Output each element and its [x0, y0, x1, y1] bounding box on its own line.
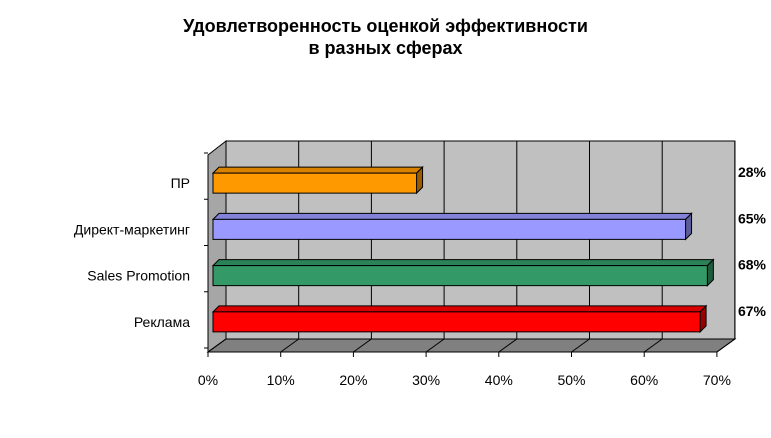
- x-tick-label: 50%: [557, 372, 585, 388]
- chart-title-line-2: в разных сферах: [308, 38, 463, 58]
- category-label: Sales Promotion: [87, 268, 190, 284]
- x-tick-label: 70%: [703, 372, 731, 388]
- x-tick-label: 60%: [630, 372, 658, 388]
- data-label: 68%: [738, 257, 767, 273]
- floor-gridline: [280, 338, 299, 353]
- bar-top: [211, 259, 715, 267]
- x-tick-label: 10%: [267, 372, 295, 388]
- floor-gridline: [716, 338, 736, 353]
- bar-top: [211, 305, 708, 313]
- bar: [212, 218, 687, 240]
- x-tick-label: 0%: [198, 372, 218, 388]
- floor-gridline: [425, 338, 445, 353]
- bar-top: [211, 212, 693, 220]
- floor-gridline: [498, 338, 518, 353]
- floor-gridline: [571, 338, 590, 353]
- data-label: 65%: [738, 210, 767, 226]
- bar: [212, 172, 418, 194]
- bar: [212, 265, 708, 287]
- bar: [212, 311, 701, 333]
- floor-gridline: [207, 338, 227, 353]
- plot-floor: [206, 338, 737, 353]
- category-label: Реклама: [134, 314, 190, 330]
- data-label: 28%: [738, 164, 767, 180]
- floor-gridline: [353, 338, 372, 353]
- bar-top: [211, 166, 424, 174]
- x-tick-label: 30%: [412, 372, 440, 388]
- chart-title-line-1: Удовлетворенность оценкой эффективности: [183, 16, 588, 36]
- data-label: 67%: [738, 303, 767, 319]
- x-tick-label: 20%: [339, 372, 367, 388]
- category-label: Директ-маркетинг: [74, 221, 190, 237]
- category-label: ПР: [171, 175, 190, 191]
- floor-gridline: [643, 338, 663, 353]
- x-tick-label: 40%: [485, 372, 513, 388]
